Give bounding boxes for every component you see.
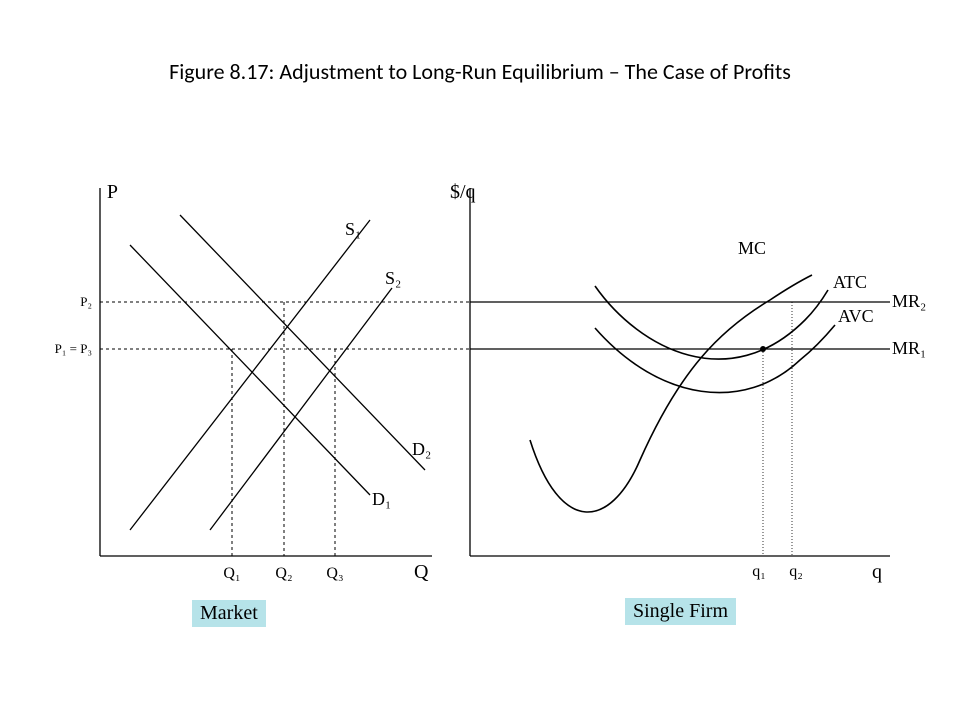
firm-x-label: q — [872, 561, 882, 583]
firm-q2-label: q₂ — [789, 563, 803, 580]
firm-tangent-point — [760, 346, 766, 352]
firm-atc-curve — [595, 286, 828, 359]
market-p1-label: P₁ = P₃ — [55, 341, 92, 356]
firm-atc-label: ATC — [833, 272, 867, 292]
market-y-label: P — [107, 181, 118, 203]
firm-mc-curve — [530, 275, 812, 512]
market-q3-label: Q₃ — [326, 565, 343, 582]
market-q1-label: Q₁ — [223, 565, 240, 582]
firm-y-label: $/q — [450, 181, 476, 203]
firm-q1-label: q₁ — [752, 563, 766, 580]
firm-badge: Single Firm — [625, 598, 736, 625]
market-d2-label: D₂ — [412, 439, 431, 459]
firm-mr2-label: MR₂ — [892, 291, 926, 311]
market-d1-line — [130, 245, 370, 495]
market-s1-label: S₁ — [345, 219, 361, 239]
firm-mr1-label: MR₁ — [892, 338, 926, 358]
market-s2-line — [210, 288, 392, 530]
diagram-svg: P Q P₁ = P₃ P₂ Q₁ Q₂ Q₃ S₁ S₂ D₁ D₂ $/q … — [0, 0, 960, 720]
market-d1-label: D₁ — [372, 489, 391, 509]
market-x-label: Q — [414, 561, 429, 583]
market-q2-label: Q₂ — [275, 565, 292, 582]
market-s2-label: S₂ — [385, 268, 401, 288]
market-d2-line — [180, 215, 425, 470]
market-badge: Market — [192, 600, 266, 627]
firm-mc-label: MC — [738, 238, 766, 258]
market-p2-label: P₂ — [80, 294, 92, 309]
firm-avc-label: AVC — [838, 306, 874, 326]
